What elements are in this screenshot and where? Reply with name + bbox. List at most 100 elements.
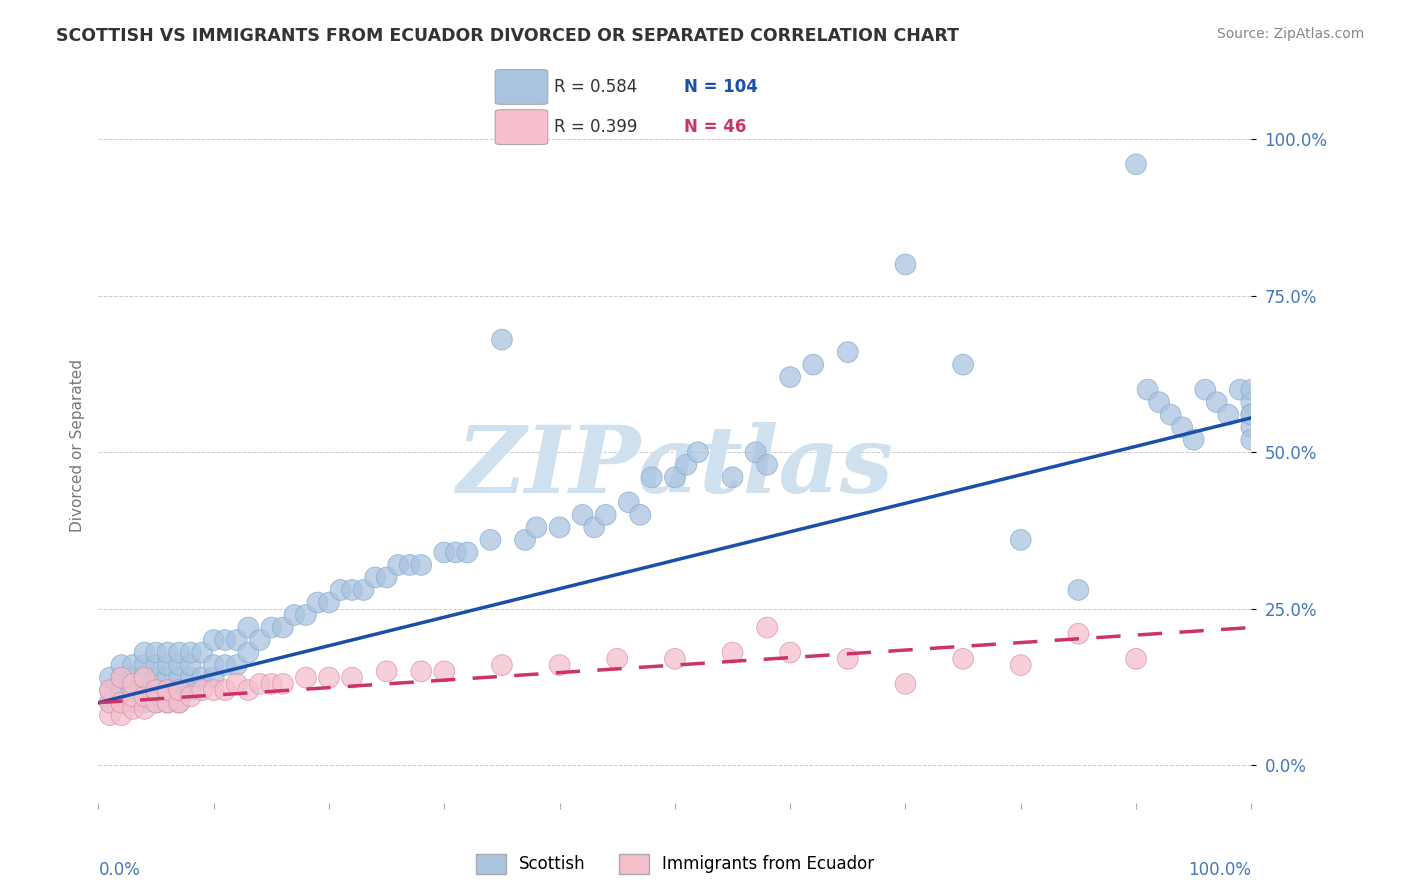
Ellipse shape (434, 542, 454, 563)
Ellipse shape (388, 555, 409, 575)
Ellipse shape (204, 655, 224, 675)
Ellipse shape (665, 648, 685, 669)
Ellipse shape (1241, 404, 1261, 425)
Ellipse shape (204, 680, 224, 700)
Ellipse shape (492, 655, 512, 675)
Y-axis label: Divorced or Separated: Divorced or Separated (69, 359, 84, 533)
Ellipse shape (169, 642, 190, 663)
Ellipse shape (122, 667, 143, 688)
Ellipse shape (1229, 379, 1250, 400)
Ellipse shape (1171, 417, 1192, 438)
Ellipse shape (953, 354, 973, 375)
Ellipse shape (319, 667, 339, 688)
Ellipse shape (319, 592, 339, 613)
Ellipse shape (226, 673, 247, 694)
Ellipse shape (134, 667, 155, 688)
Ellipse shape (1069, 580, 1088, 600)
Ellipse shape (330, 580, 352, 600)
Ellipse shape (377, 661, 396, 681)
Ellipse shape (134, 692, 155, 713)
Ellipse shape (157, 655, 179, 675)
FancyBboxPatch shape (495, 110, 548, 145)
Ellipse shape (111, 655, 132, 675)
Ellipse shape (1126, 154, 1146, 175)
Ellipse shape (122, 698, 143, 719)
Ellipse shape (745, 442, 766, 463)
Ellipse shape (1206, 392, 1227, 413)
Ellipse shape (1011, 530, 1031, 550)
Ellipse shape (1241, 404, 1261, 425)
Ellipse shape (169, 680, 190, 700)
Ellipse shape (515, 530, 536, 550)
Text: N = 104: N = 104 (683, 78, 758, 96)
Text: SCOTTISH VS IMMIGRANTS FROM ECUADOR DIVORCED OR SEPARATED CORRELATION CHART: SCOTTISH VS IMMIGRANTS FROM ECUADOR DIVO… (56, 27, 959, 45)
Ellipse shape (273, 673, 294, 694)
Ellipse shape (249, 630, 270, 650)
Ellipse shape (1069, 624, 1088, 644)
Ellipse shape (100, 692, 121, 713)
Ellipse shape (238, 642, 259, 663)
Ellipse shape (377, 567, 396, 588)
Ellipse shape (457, 542, 478, 563)
Ellipse shape (619, 492, 640, 513)
Ellipse shape (607, 648, 627, 669)
Ellipse shape (146, 680, 166, 700)
Ellipse shape (1126, 648, 1146, 669)
Ellipse shape (100, 680, 121, 700)
Ellipse shape (1241, 417, 1261, 438)
Ellipse shape (111, 692, 132, 713)
Ellipse shape (169, 667, 190, 688)
Ellipse shape (100, 667, 121, 688)
FancyBboxPatch shape (495, 70, 548, 104)
Ellipse shape (595, 505, 616, 525)
Ellipse shape (146, 692, 166, 713)
Ellipse shape (399, 555, 420, 575)
Ellipse shape (1241, 429, 1261, 450)
Ellipse shape (1241, 392, 1261, 413)
Ellipse shape (169, 680, 190, 700)
Ellipse shape (364, 567, 385, 588)
Ellipse shape (111, 667, 132, 688)
Ellipse shape (550, 517, 569, 538)
Ellipse shape (191, 667, 212, 688)
Ellipse shape (1184, 429, 1204, 450)
Ellipse shape (1137, 379, 1159, 400)
Text: ZIPatlas: ZIPatlas (457, 423, 893, 512)
Ellipse shape (583, 517, 605, 538)
Ellipse shape (307, 592, 328, 613)
Ellipse shape (226, 630, 247, 650)
Ellipse shape (146, 667, 166, 688)
Ellipse shape (180, 686, 201, 706)
Text: Source: ZipAtlas.com: Source: ZipAtlas.com (1216, 27, 1364, 41)
Ellipse shape (238, 680, 259, 700)
Ellipse shape (838, 342, 858, 362)
Legend: Scottish, Immigrants from Ecuador: Scottish, Immigrants from Ecuador (463, 840, 887, 888)
Ellipse shape (411, 661, 432, 681)
Ellipse shape (262, 673, 281, 694)
Ellipse shape (134, 686, 155, 706)
Ellipse shape (157, 692, 179, 713)
Ellipse shape (896, 673, 915, 694)
Ellipse shape (342, 580, 363, 600)
Ellipse shape (180, 680, 201, 700)
Ellipse shape (146, 692, 166, 713)
Ellipse shape (146, 642, 166, 663)
Ellipse shape (273, 617, 294, 638)
Ellipse shape (284, 605, 305, 625)
Ellipse shape (157, 680, 179, 700)
Ellipse shape (134, 655, 155, 675)
Ellipse shape (215, 655, 236, 675)
Text: 100.0%: 100.0% (1188, 861, 1251, 879)
Ellipse shape (122, 673, 143, 694)
Ellipse shape (838, 648, 858, 669)
Ellipse shape (756, 454, 778, 475)
Ellipse shape (122, 655, 143, 675)
Ellipse shape (896, 254, 915, 275)
Ellipse shape (191, 680, 212, 700)
Ellipse shape (262, 617, 281, 638)
Ellipse shape (780, 642, 800, 663)
Ellipse shape (204, 667, 224, 688)
Ellipse shape (111, 680, 132, 700)
Ellipse shape (676, 454, 697, 475)
Ellipse shape (953, 648, 973, 669)
